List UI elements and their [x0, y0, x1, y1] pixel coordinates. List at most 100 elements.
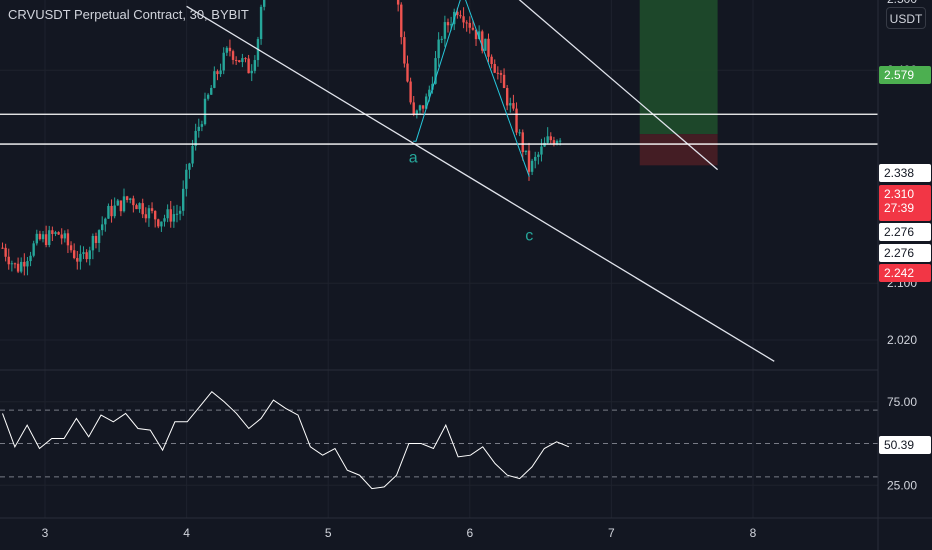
- candle-body: [119, 200, 123, 212]
- candle-body: [219, 70, 222, 75]
- last-price-badge-text: 27:39: [884, 201, 914, 215]
- candle-body: [101, 224, 104, 231]
- long-position-tool[interactable]: [639, 0, 718, 166]
- candle-body: [178, 210, 182, 214]
- candle-body: [135, 205, 138, 210]
- time-tick-label: 6: [466, 526, 473, 540]
- price-tick-label: 2.500: [887, 0, 917, 6]
- candle-body: [474, 29, 478, 40]
- candle-body: [7, 256, 10, 265]
- candle-body: [213, 71, 216, 88]
- candle-body: [57, 232, 60, 235]
- candle-body: [13, 263, 17, 265]
- level-price-badge: [879, 223, 931, 241]
- time-tick-label: 7: [608, 526, 615, 540]
- candle-body: [396, 0, 400, 5]
- candle-body: [79, 253, 82, 262]
- candle-body: [558, 140, 562, 142]
- candle-body: [66, 233, 70, 246]
- candle-body: [493, 64, 496, 73]
- candle-body: [540, 146, 543, 155]
- candle-body: [60, 234, 63, 239]
- candle-body: [200, 124, 204, 127]
- candle-body: [241, 58, 244, 63]
- candle-body: [434, 58, 437, 84]
- symbol-title: CRVUSDT Perpetual Contract, 30, BYBIT: [8, 7, 249, 22]
- candle-body: [138, 203, 141, 210]
- level-price-badge-text: 2.276: [884, 246, 914, 260]
- candlestick-series: [1, 0, 562, 276]
- candle-body: [69, 245, 73, 251]
- candle-body: [521, 132, 524, 153]
- candle-body: [210, 87, 213, 95]
- candle-body: [1, 247, 4, 249]
- time-tick-label: 8: [750, 526, 757, 540]
- candle-body: [477, 31, 481, 40]
- candle-body: [415, 110, 419, 115]
- candle-body: [250, 70, 253, 74]
- candle-body: [403, 37, 406, 64]
- candle-body: [129, 198, 132, 200]
- rsi-value-badge: [879, 436, 931, 454]
- candle-body: [10, 263, 14, 265]
- target-zone[interactable]: [639, 0, 718, 135]
- level-price-badge: [879, 164, 931, 182]
- candle-body: [515, 108, 518, 133]
- candle-body: [169, 209, 172, 222]
- candle-body: [490, 56, 493, 65]
- candle-body: [428, 89, 431, 97]
- candle-body: [125, 196, 129, 200]
- candle-body: [512, 103, 515, 109]
- price-tick-label: 2.020: [887, 333, 917, 347]
- candle-body: [244, 58, 247, 60]
- candle-body: [157, 219, 160, 227]
- candle-body: [85, 252, 88, 260]
- candle-body: [222, 52, 225, 71]
- candle-body: [549, 136, 552, 141]
- abc-wave-path: [413, 0, 530, 177]
- candle-body: [418, 105, 422, 111]
- candle-body: [424, 96, 428, 109]
- time-tick-label: 3: [42, 526, 49, 540]
- candle-body: [94, 235, 98, 243]
- candle-body: [29, 255, 32, 262]
- candle-body: [194, 130, 197, 146]
- candle-body: [188, 163, 191, 170]
- stop-price-badge-text: 2.242: [884, 266, 914, 280]
- candle-body: [481, 31, 484, 51]
- time-tick-label: 5: [325, 526, 332, 540]
- candle-body: [38, 233, 42, 240]
- candle-body: [456, 11, 459, 16]
- last-price-badge: [879, 185, 931, 221]
- candle-body: [153, 210, 157, 220]
- currency-button[interactable]: USDT: [886, 7, 926, 29]
- candle-body: [160, 221, 163, 227]
- candle-body: [431, 83, 434, 90]
- candle-body: [113, 205, 116, 217]
- rsi-pane: [0, 391, 878, 490]
- candle-body: [32, 243, 35, 256]
- candle-body: [225, 47, 229, 53]
- candle-body: [262, 0, 266, 7]
- rsi-tick-label: 25.00: [887, 478, 917, 492]
- lower-channel-line[interactable]: [186, 5, 775, 362]
- candle-body: [259, 6, 263, 40]
- target-price-badge-text: 2.579: [884, 68, 914, 82]
- candle-body: [191, 145, 194, 164]
- candle-body: [44, 234, 48, 246]
- candle-body: [231, 51, 235, 60]
- candle-body: [197, 126, 200, 131]
- candle-body: [437, 39, 440, 59]
- candle-body: [216, 71, 219, 75]
- candle-body: [499, 73, 503, 75]
- candle-body: [26, 261, 29, 267]
- candle-body: [502, 74, 506, 89]
- stop-zone[interactable]: [639, 134, 718, 166]
- candle-body: [527, 150, 531, 172]
- trendline-drawings[interactable]: abc: [0, 0, 878, 362]
- rsi-value-badge-text: 50.39: [884, 438, 914, 452]
- candle-body: [16, 263, 20, 272]
- candle-body: [462, 16, 465, 23]
